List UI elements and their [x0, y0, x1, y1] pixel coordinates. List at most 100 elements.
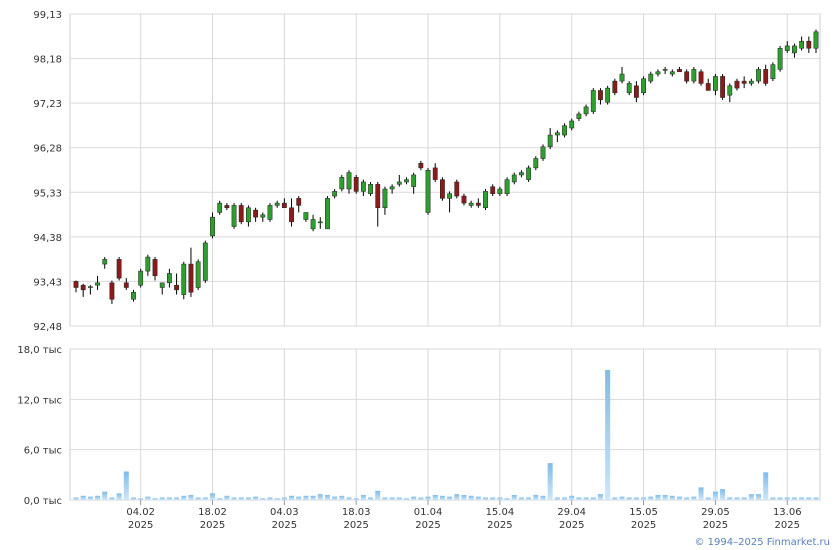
- volume-bar: [641, 497, 647, 500]
- volume-bar: [95, 495, 101, 500]
- candle-body-up: [626, 83, 632, 94]
- volume-bar: [763, 472, 769, 500]
- volume-bar: [138, 498, 144, 500]
- x-tick-label-date: 29.04: [557, 507, 586, 518]
- candle-body-up: [411, 174, 417, 187]
- candle-body-up: [777, 47, 783, 70]
- volume-bar: [605, 369, 611, 500]
- volume-bar: [461, 494, 467, 500]
- volume-bar: [791, 497, 797, 500]
- candle-body-down: [73, 281, 79, 288]
- x-tick-label-year: 2025: [128, 520, 153, 531]
- candle-body-down: [598, 90, 603, 101]
- volume-bar: [504, 498, 510, 500]
- candle-body-up: [468, 202, 474, 206]
- candle-body-up: [526, 167, 532, 180]
- x-tick-label-year: 2025: [703, 520, 728, 531]
- volume-bar: [109, 497, 115, 500]
- volume-bar: [411, 496, 417, 500]
- candle-body-up: [533, 158, 539, 169]
- volume-bar: [655, 494, 661, 500]
- candle-body-down: [475, 202, 481, 206]
- x-tick-label-year: 2025: [200, 520, 225, 531]
- volume-bar: [346, 497, 352, 500]
- candle-body-up: [87, 286, 93, 288]
- candle-body-up: [382, 188, 388, 209]
- candle-body-up: [368, 184, 373, 194]
- volume-bar: [799, 497, 805, 500]
- candle-body-up: [792, 45, 797, 54]
- volume-bar: [619, 496, 625, 500]
- candle-body-down: [174, 284, 179, 291]
- candle-body-up: [210, 216, 215, 237]
- candle-body-up: [303, 212, 309, 220]
- volume-bar: [339, 495, 345, 500]
- x-tick-label-year: 2025: [487, 520, 512, 531]
- candle-body-up: [339, 177, 345, 190]
- volume-bar: [418, 497, 424, 500]
- price-y-tick-label: 93,43: [33, 277, 62, 288]
- volume-bar: [260, 498, 266, 500]
- candle-body-up: [145, 256, 151, 272]
- volume-bar: [698, 487, 704, 500]
- volume-bar: [475, 496, 481, 500]
- candle-body-up: [504, 179, 510, 194]
- volume-bar: [612, 497, 618, 500]
- volume-bar: [533, 494, 539, 500]
- candle-body-down: [461, 195, 467, 204]
- x-tick-label-date: 18.03: [342, 507, 371, 518]
- candle-body-up: [770, 64, 776, 79]
- candle-body-up: [562, 125, 567, 136]
- candle-body-down: [763, 69, 769, 84]
- candle-body-down: [440, 179, 445, 199]
- candle-body-up: [727, 85, 733, 96]
- price-panel: 92,48 93,43 94,38 95,33 96,28 97,23 98,18 99,13: [33, 10, 821, 333]
- volume-bar: [576, 497, 582, 500]
- candle-body-up: [332, 191, 338, 197]
- candle-body-up: [799, 40, 805, 49]
- candle-body-up: [246, 207, 251, 223]
- volume-bar: [712, 491, 718, 500]
- x-tick-label-date: 29.05: [701, 507, 730, 518]
- volume-y-tick-label: 6,0 тыс: [24, 446, 62, 457]
- candle-body-up: [131, 291, 136, 300]
- volume-bar: [382, 497, 388, 500]
- candle-body-up: [619, 73, 625, 82]
- volume-bar: [123, 471, 129, 500]
- candle-body-up: [317, 221, 323, 224]
- volume-bar: [130, 497, 136, 500]
- candle-body-up: [590, 90, 596, 112]
- x-tick-label-date: 15.05: [629, 507, 658, 518]
- candle-body-up: [655, 71, 661, 75]
- volume-bar: [447, 496, 453, 500]
- candle-body-up: [202, 242, 208, 281]
- candle-body-down: [375, 184, 381, 209]
- candle-body-up: [195, 261, 201, 288]
- candle-body-down: [289, 207, 294, 223]
- x-tick-label-year: 2025: [415, 520, 440, 531]
- candle-body-down: [432, 167, 438, 180]
- candle-body-up: [662, 69, 668, 71]
- candle-body-down: [80, 284, 86, 291]
- volume-bar: [784, 497, 790, 500]
- volume-bar: [691, 496, 697, 500]
- volume-panel: 0,0 тыс 6,0 тыс 12,0 тыс 18,0 тыс: [17, 345, 821, 507]
- volume-bar: [813, 497, 819, 500]
- candle-body-up: [447, 193, 452, 199]
- candle-body-down: [734, 80, 740, 89]
- candle-body-up: [138, 270, 144, 286]
- volume-bar: [518, 497, 524, 500]
- candle-body-up: [669, 71, 675, 75]
- candle-body-down: [123, 282, 129, 288]
- candle-body-down: [705, 83, 711, 91]
- candle-body-up: [102, 259, 108, 265]
- volume-bar: [468, 495, 474, 500]
- volume-bar: [289, 495, 295, 500]
- candle-body-up: [159, 282, 165, 288]
- volume-bar: [368, 497, 374, 500]
- volume-bar: [224, 495, 230, 500]
- candle-body-up: [748, 80, 754, 84]
- candle-body-up: [260, 214, 266, 218]
- volume-bar: [705, 497, 711, 500]
- candle-body-down: [741, 80, 747, 84]
